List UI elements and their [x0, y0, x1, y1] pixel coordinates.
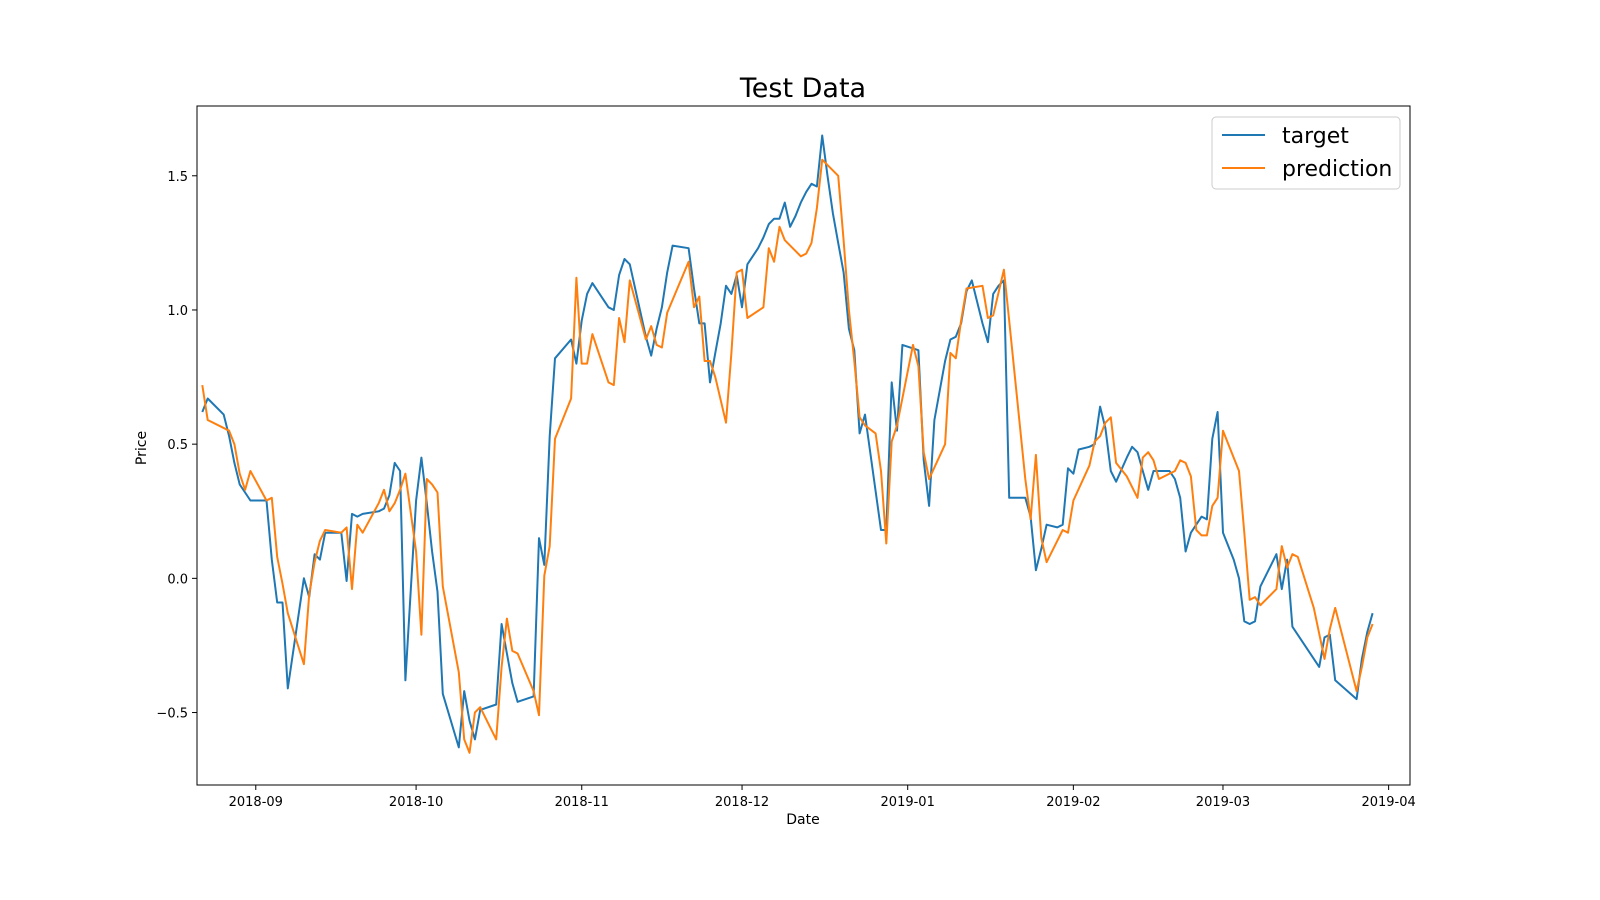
y-tick-label: 1.0	[167, 304, 188, 319]
series-layer	[201, 134, 1374, 754]
y-tick-label: −0.5	[156, 707, 188, 722]
x-tick-label: 2018-12	[715, 795, 769, 810]
x-tick-label: 2019-02	[1046, 795, 1100, 810]
plot-frame	[196, 105, 1411, 786]
legend-label-target: target	[1282, 124, 1349, 149]
series-line-target	[201, 134, 1374, 749]
legend: target prediction	[1211, 116, 1401, 190]
x-tick-label: 2018-11	[555, 795, 609, 810]
y-tick-label: 1.5	[167, 170, 188, 185]
x-axis: 2018-09 2018-10 2018-11 2018-12 2019-01 2019-…	[229, 785, 1416, 810]
y-axis-label: Price	[134, 431, 150, 465]
x-tick-label: 2019-01	[881, 795, 935, 810]
legend-label-prediction: prediction	[1282, 157, 1392, 182]
x-tick-label: 2018-09	[229, 795, 283, 810]
x-axis-label: Date	[786, 812, 819, 828]
y-tick-label: 0.0	[167, 572, 188, 587]
y-axis: −0.5 0.0 0.5 1.0 1.5	[156, 170, 197, 722]
x-tick-label: 2019-04	[1361, 795, 1415, 810]
series-line-prediction	[201, 158, 1374, 754]
y-tick-label: 0.5	[167, 438, 188, 453]
x-tick-label: 2018-10	[389, 795, 443, 810]
chart-title: Test Data	[739, 73, 866, 104]
x-tick-label: 2019-03	[1196, 795, 1250, 810]
